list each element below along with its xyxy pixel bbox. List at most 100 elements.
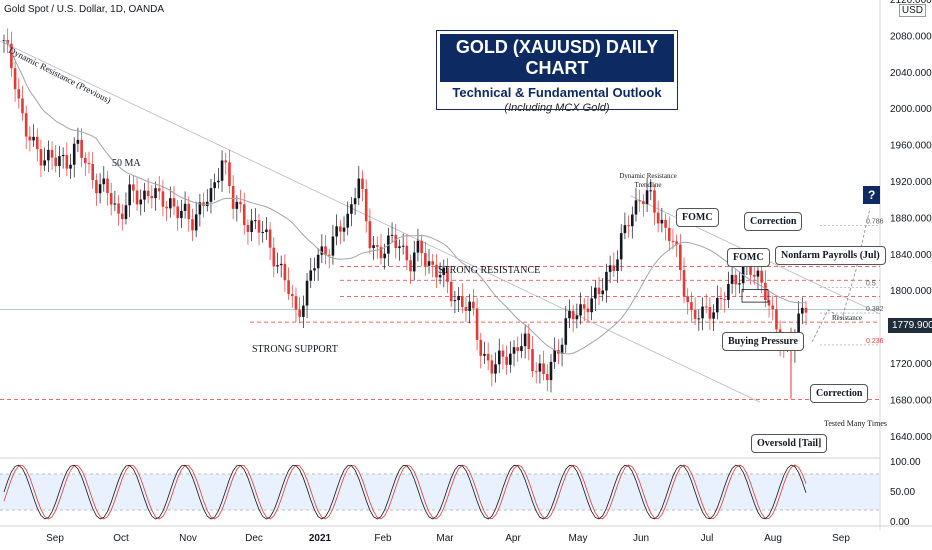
candle-body bbox=[623, 225, 627, 234]
candle-body bbox=[760, 270, 763, 283]
candle-body bbox=[342, 227, 346, 232]
candle-body bbox=[586, 308, 590, 313]
candle-body bbox=[667, 227, 671, 241]
candle-body bbox=[372, 245, 375, 249]
callout-nfp: Nonfarm Payrolls (Jul) bbox=[775, 246, 886, 265]
candle-body bbox=[268, 229, 272, 248]
candle-body bbox=[653, 190, 656, 213]
candle-body bbox=[379, 246, 383, 259]
candle-body bbox=[375, 245, 379, 247]
callout-question: ? bbox=[863, 186, 881, 204]
candle-body bbox=[231, 186, 235, 209]
candle-body bbox=[117, 203, 120, 214]
candle-body bbox=[84, 157, 87, 164]
candle-body bbox=[157, 188, 161, 192]
candle-body bbox=[324, 246, 327, 255]
candle-body bbox=[512, 347, 516, 354]
candle-body bbox=[398, 246, 401, 249]
candle-body bbox=[383, 253, 386, 259]
x-tick-label: Sep bbox=[46, 533, 64, 544]
candle-body bbox=[741, 262, 745, 284]
y-tick-label: 1920.000 bbox=[890, 177, 932, 188]
candle-body bbox=[180, 210, 183, 219]
candle-body bbox=[697, 318, 701, 320]
osc-y-tick: 50.00 bbox=[890, 487, 915, 498]
candle-body bbox=[224, 160, 228, 163]
candle-body bbox=[10, 43, 13, 69]
candle-body bbox=[704, 306, 708, 308]
candle-body bbox=[339, 226, 342, 232]
candle-body bbox=[649, 190, 653, 192]
candle-body bbox=[135, 190, 139, 205]
candle-body bbox=[453, 300, 457, 302]
title-box: GOLD (XAUUSD) DAILY CHART Technical & Fu… bbox=[436, 30, 678, 114]
candle-body bbox=[213, 182, 216, 189]
x-tick-label: Oct bbox=[113, 533, 129, 544]
candle-body bbox=[257, 220, 261, 233]
x-tick-label: Jul bbox=[701, 533, 714, 544]
x-tick-label: Sep bbox=[832, 533, 850, 544]
candle-body bbox=[106, 178, 109, 194]
candle-body bbox=[272, 247, 276, 267]
candle-body bbox=[542, 363, 545, 375]
candle-body bbox=[50, 149, 54, 158]
x-tick-label: Aug bbox=[764, 533, 782, 544]
candle-body bbox=[143, 190, 146, 200]
candle-body bbox=[449, 281, 453, 302]
candle-body bbox=[752, 274, 756, 277]
candle-body bbox=[749, 261, 752, 275]
candle-body bbox=[438, 274, 442, 278]
candle-body bbox=[250, 220, 253, 232]
candle-body bbox=[98, 184, 102, 194]
last-price-tag: 1779.900 bbox=[888, 318, 932, 333]
candle-body bbox=[690, 302, 693, 311]
x-tick-label: Mar bbox=[436, 533, 454, 544]
candle-body bbox=[198, 202, 202, 215]
candle-body bbox=[442, 267, 446, 275]
candle-body bbox=[797, 313, 800, 338]
candle-body bbox=[764, 282, 767, 301]
candle-body bbox=[394, 234, 398, 249]
osc-band bbox=[0, 474, 880, 510]
projection-path bbox=[811, 207, 871, 343]
candle-body bbox=[169, 198, 172, 209]
x-tick-label: Dec bbox=[245, 533, 263, 544]
candle-body bbox=[290, 294, 294, 297]
candle-body bbox=[191, 219, 194, 231]
candle-body bbox=[501, 350, 505, 357]
candle-body bbox=[682, 270, 686, 297]
label-resistance: Resistance bbox=[832, 314, 862, 322]
y-tick-label: 2080.000 bbox=[890, 31, 932, 42]
candle-body bbox=[638, 200, 641, 202]
candle-body bbox=[150, 196, 154, 199]
candle-body bbox=[734, 275, 738, 285]
candle-body bbox=[17, 89, 21, 99]
candle-body bbox=[80, 139, 83, 158]
candle-body bbox=[390, 234, 394, 236]
candle-body bbox=[612, 265, 616, 271]
candle-body bbox=[294, 296, 298, 310]
currency-button[interactable]: USD bbox=[898, 4, 926, 17]
candle-body bbox=[727, 283, 730, 300]
ma50-line bbox=[3, 39, 807, 355]
buying-pressure-box bbox=[741, 288, 769, 303]
candle-body bbox=[305, 280, 309, 306]
y-tick-label: 1680.000 bbox=[890, 395, 932, 406]
candle-body bbox=[675, 241, 678, 245]
candle-body bbox=[128, 184, 131, 206]
candle-body bbox=[431, 261, 435, 265]
candle-body bbox=[579, 304, 582, 316]
candle-body bbox=[608, 265, 612, 272]
candle-body bbox=[183, 203, 187, 211]
candle-body bbox=[708, 307, 712, 319]
candle-body bbox=[605, 271, 608, 291]
candle-body bbox=[420, 240, 423, 254]
candle-body bbox=[58, 156, 61, 167]
candle-body bbox=[412, 252, 416, 272]
chart-note: (Including MCX Gold) bbox=[504, 102, 610, 114]
candle-body bbox=[497, 350, 501, 365]
candle-body bbox=[176, 206, 180, 219]
callout-fomc-1: FOMC bbox=[676, 208, 719, 227]
candle-body bbox=[132, 184, 135, 191]
candle-body bbox=[767, 300, 771, 306]
